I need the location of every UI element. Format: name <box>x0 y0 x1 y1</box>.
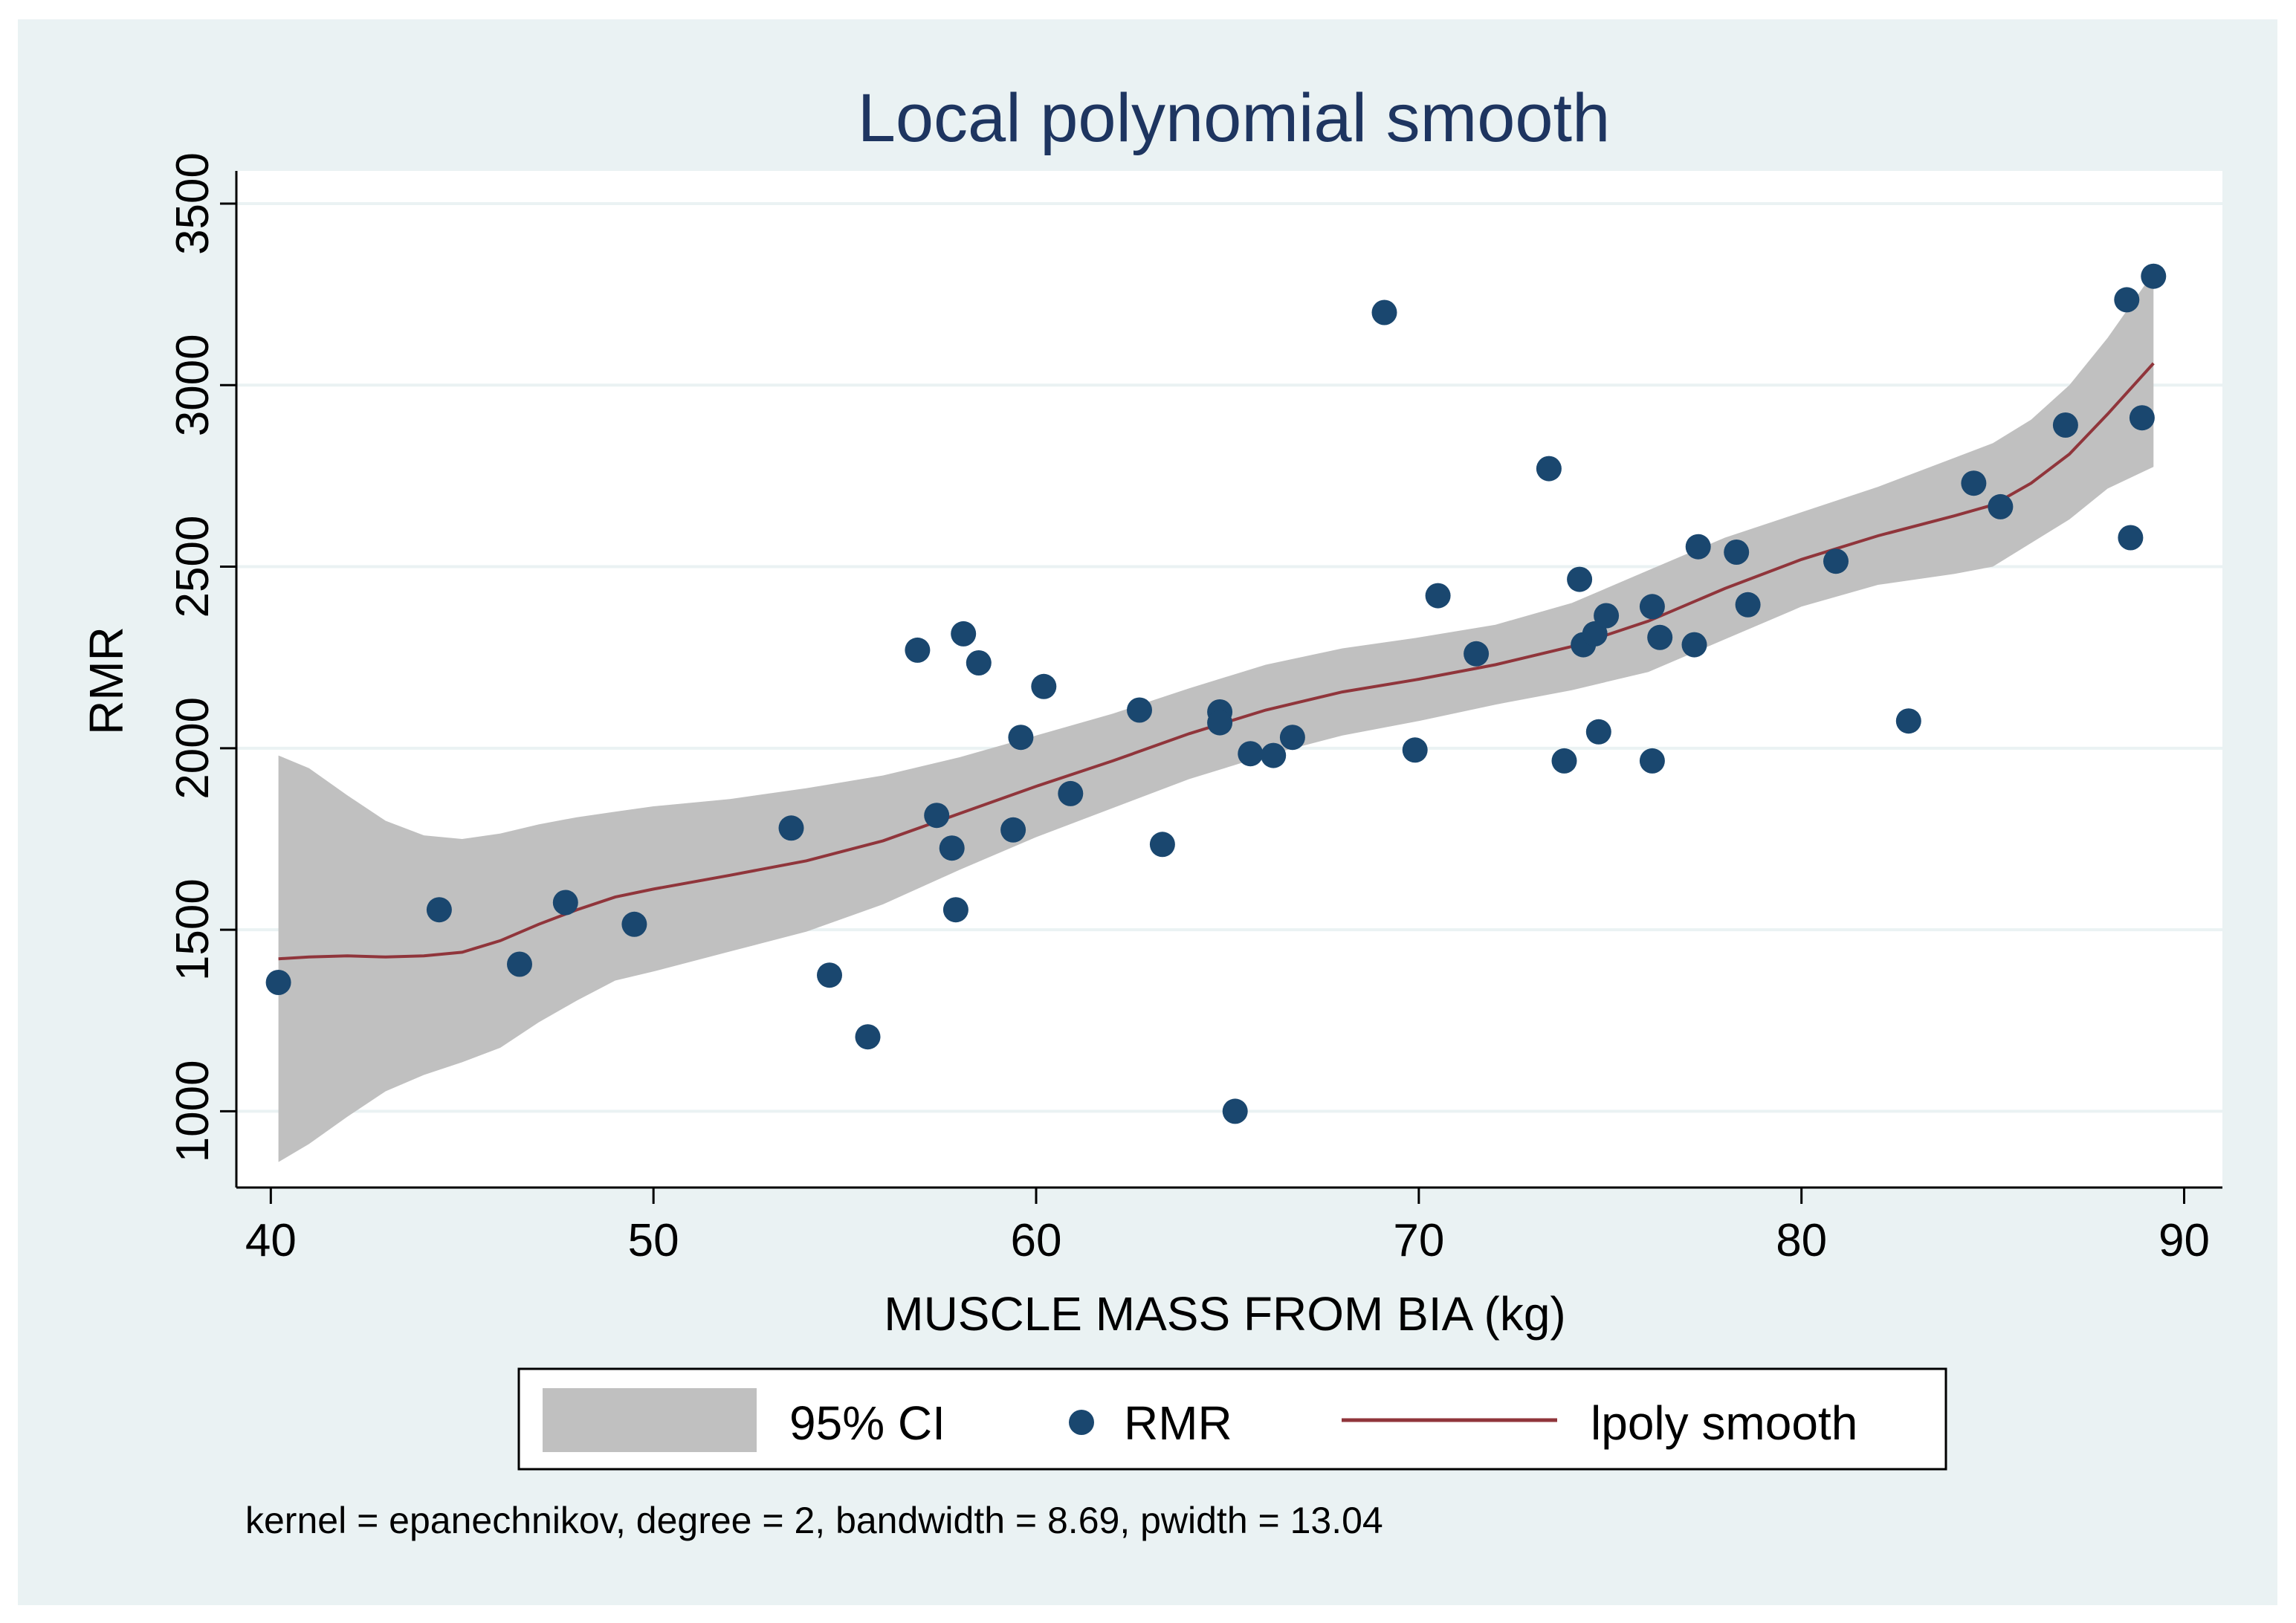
scatter-point <box>905 637 931 663</box>
legend: 95% CI RMR lpoly smooth <box>517 1367 1947 1471</box>
scatter-point <box>1988 493 2014 519</box>
scatter-point <box>1735 592 1761 618</box>
scatter-point <box>1149 832 1175 858</box>
scatter-point <box>1582 621 1608 647</box>
scatter-point <box>1639 594 1665 620</box>
scatter-point <box>817 962 842 988</box>
scatter-point <box>1895 708 1921 734</box>
scatter-point <box>1961 470 1987 496</box>
legend-line-label: lpoly smooth <box>1591 1396 1857 1450</box>
scatter-point <box>426 897 452 923</box>
x-tick-label: 40 <box>245 1215 297 1266</box>
scatter-point <box>2052 412 2078 438</box>
legend-ci-swatch <box>543 1388 757 1452</box>
x-tick-label: 50 <box>628 1215 679 1266</box>
scatter-point <box>1724 540 1750 565</box>
scatter-point <box>1222 1098 1248 1124</box>
y-tick-label: 3500 <box>167 152 219 255</box>
scatter-point <box>1371 299 1397 325</box>
scatter-point <box>1238 741 1264 767</box>
y-tick-label: 3000 <box>167 334 219 436</box>
scatter-point <box>939 835 965 861</box>
scatter-point <box>1127 697 1152 723</box>
legend-box <box>517 1367 1947 1471</box>
scatter-point <box>1639 748 1665 774</box>
legend-rmr-marker <box>1069 1410 1094 1435</box>
scatter-point <box>1685 534 1711 560</box>
scatter-point <box>1008 725 1034 751</box>
scatter-point <box>1594 603 1620 629</box>
y-tick-label: 1500 <box>167 878 219 981</box>
y-tick-label: 1000 <box>167 1060 219 1162</box>
scatter-point <box>1402 737 1428 763</box>
scatter-point <box>1536 456 1562 482</box>
y-axis-label: RMR <box>80 626 133 735</box>
smooth-line-group <box>278 362 2155 961</box>
scatter-point <box>1031 673 1057 699</box>
scatter-point <box>1058 780 1084 806</box>
scatter-point <box>2118 525 2144 551</box>
scatter-point <box>942 897 968 923</box>
x-tick-label: 70 <box>1393 1215 1444 1266</box>
scatter-point <box>2129 405 2155 431</box>
x-axis-ticks: 40 50 60 70 80 90 <box>245 1188 2210 1266</box>
scatter-point <box>1647 624 1673 650</box>
scatter-point <box>1425 583 1451 609</box>
smooth-line <box>278 362 2155 961</box>
scatter-point <box>507 951 532 977</box>
scatter-point <box>1585 719 1611 745</box>
scatter-point <box>2141 263 2167 289</box>
x-tick-label: 60 <box>1011 1215 1062 1266</box>
chart-title: Local polynomial smooth <box>858 80 1611 156</box>
scatter-point <box>951 621 977 647</box>
scatter-point <box>1464 641 1490 667</box>
scatter-point <box>1261 742 1287 768</box>
scatter-point <box>1279 725 1305 751</box>
scatter-point <box>1000 817 1026 843</box>
scatter-point <box>621 911 647 937</box>
scatter-point <box>1551 748 1577 774</box>
scatter-point <box>924 803 950 829</box>
y-tick-label: 2500 <box>167 516 219 618</box>
x-tick-label: 90 <box>2158 1215 2210 1266</box>
x-tick-label: 80 <box>1776 1215 1827 1266</box>
scatter-point <box>2114 287 2140 313</box>
scatter-point <box>1207 710 1233 736</box>
scatter-point <box>855 1024 881 1050</box>
y-tick-label: 2000 <box>167 697 219 800</box>
scatter-point <box>1567 566 1593 592</box>
scatter-point <box>265 970 291 995</box>
y-axis-ticks: 1000 1500 2000 2500 3000 3500 <box>167 152 236 1162</box>
x-axis-label: MUSCLE MASS FROM BIA (kg) <box>884 1287 1565 1341</box>
scatter-point <box>966 650 992 676</box>
scatter-points <box>265 263 2167 1124</box>
scatter-point <box>1681 632 1707 658</box>
axes <box>235 171 2222 1189</box>
legend-rmr-label: RMR <box>1124 1396 1232 1450</box>
scatter-point <box>1823 548 1849 574</box>
scatter-point <box>552 890 578 916</box>
scatter-point <box>778 815 804 841</box>
chart-note: kernel = epanechnikov, degree = 2, bandw… <box>245 1500 1383 1541</box>
legend-ci-label: 95% CI <box>789 1396 945 1450</box>
